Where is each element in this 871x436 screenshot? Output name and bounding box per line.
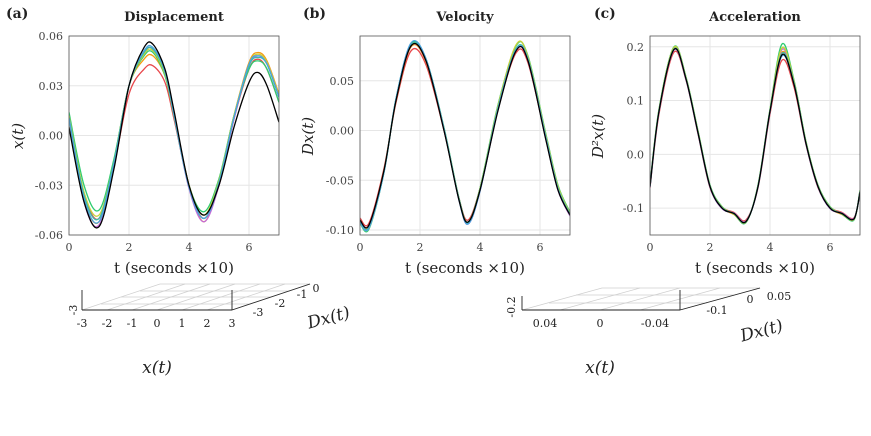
x-tick-label: 0 <box>154 317 161 330</box>
y-tick-label: 0.06 <box>39 30 64 43</box>
plot-area <box>649 35 861 236</box>
phase-x-label: x(t) <box>142 358 172 378</box>
series-line-red <box>360 47 570 227</box>
x-tick-label: 6 <box>537 241 544 254</box>
y-tick-label: -0.1 <box>706 304 727 317</box>
x-tick-label: -1 <box>127 317 138 330</box>
x-tick-labels: 0 2 4 6 <box>357 241 544 254</box>
y-tick-label: 0.05 <box>330 75 355 88</box>
y-tick-labels: -0.10 -0.05 0.00 0.05 <box>326 75 354 237</box>
panel-label: (a) <box>6 6 28 22</box>
series-lines <box>650 42 860 225</box>
x-axis-label: t (seconds ×10) <box>695 259 815 277</box>
series-line-black <box>650 47 860 224</box>
x-axis-label: t (seconds ×10) <box>405 259 525 277</box>
y-tick-label: 0.0 <box>627 148 645 161</box>
x-tick-labels: 0 2 4 6 <box>647 241 834 254</box>
x-tick-label: 0 <box>597 317 604 330</box>
panel-acceleration: (c) Acceleration -0.1 0.0 0.1 0.2 0 2 4 6 D²x(… <box>589 6 861 277</box>
chart-title: Velocity <box>435 10 494 25</box>
y-tick-label: 0.03 <box>39 80 64 93</box>
x-axis-label: t (seconds ×10) <box>114 259 234 277</box>
floor-gridline <box>559 287 641 311</box>
y-axis-label: x(t) <box>9 123 27 149</box>
y-tick-label: -0.03 <box>35 179 63 192</box>
y-tick-label: 0.00 <box>330 125 355 138</box>
x-tick-label: 0 <box>647 241 654 254</box>
y-tick-label: 0 <box>747 293 754 306</box>
series-line-yellow <box>360 40 570 232</box>
phase-plot-left: -3 -2 -1 0 1 2 3 -3 -2 -1 0 -3 x(t) Dx(t… <box>67 282 352 378</box>
gridlines <box>359 36 570 235</box>
phase-y-label: Dx(t) <box>737 316 785 347</box>
phase-y-label: Dx(t) <box>304 303 352 334</box>
chart-title: Acceleration <box>708 10 801 25</box>
phase-plot-right: 0.04 0 -0.04 -0.1 0 0.05 -0.2 x(t) Dx(t) <box>505 287 792 378</box>
y-tick-label: 0.1 <box>627 95 645 108</box>
y-tick-label: -0.1 <box>623 202 644 215</box>
plot-area <box>68 35 280 236</box>
y-tick-label: -0.06 <box>35 229 63 242</box>
series-line-black <box>360 42 570 229</box>
y-tick-label: -2 <box>275 297 286 310</box>
y-tick-labels: -0.1 0.0 0.1 0.2 <box>623 41 644 215</box>
z-tick-label: -3 <box>67 305 80 316</box>
y-tick-labels: -0.06 -0.03 0.00 0.03 0.06 <box>35 30 63 242</box>
x-tick-label: 0 <box>66 241 73 254</box>
y-axis-line <box>679 287 761 311</box>
z-tick-label: -0.2 <box>505 296 518 317</box>
x-tick-label: -2 <box>102 317 113 330</box>
y-tick-label: 0 <box>313 282 320 295</box>
series-line-teal <box>650 47 860 224</box>
series-line-green <box>360 40 570 233</box>
y-tick-label: -0.05 <box>326 174 354 187</box>
floor-gridline <box>599 287 681 311</box>
x-tick-label: 3 <box>229 317 236 330</box>
x-tick-label: 2 <box>204 317 211 330</box>
phase-x-label: x(t) <box>585 358 615 378</box>
x-tick-label: -0.04 <box>641 317 669 330</box>
y-tick-label: 0.05 <box>767 290 792 303</box>
y-tick-label: 0.00 <box>39 130 64 143</box>
x-tick-label: 2 <box>417 241 424 254</box>
series-line-purple <box>360 42 570 231</box>
x-tick-label: 2 <box>126 241 133 254</box>
y-tick-label: -1 <box>297 288 308 301</box>
y-axis-line <box>231 283 311 311</box>
panel-label: (c) <box>594 6 616 22</box>
series-line-black <box>69 41 279 229</box>
x-tick-label: 1 <box>179 317 186 330</box>
x-tick-labels: 0 2 4 6 <box>66 241 253 254</box>
plot-area <box>359 35 571 236</box>
series-line-blue <box>69 44 279 224</box>
x-tick-label: 0.04 <box>533 317 558 330</box>
series-line-red <box>69 58 279 221</box>
x-tick-label: 4 <box>477 241 484 254</box>
panel-displacement: (a) Displacement -0.06-0.030.000.030.06 … <box>6 6 280 277</box>
y-tick-label: -0.10 <box>326 224 354 237</box>
x-tick-label: 4 <box>186 241 193 254</box>
x-tick-label: 4 <box>767 241 774 254</box>
series-lines <box>69 41 279 229</box>
x-tick-label: 0 <box>357 241 364 254</box>
y-tick-label: 0.2 <box>627 41 645 54</box>
x-tick-label: 2 <box>707 241 714 254</box>
series-line-blue <box>360 40 570 232</box>
x-tick-label: 6 <box>246 241 253 254</box>
x-tick-label: 6 <box>827 241 834 254</box>
y-tick-label: -3 <box>253 306 264 319</box>
y-axis-label: D²x(t) <box>589 114 607 159</box>
series-line-orange <box>69 51 279 224</box>
panel-label: (b) <box>303 6 326 22</box>
chart-title: Displacement <box>124 10 224 25</box>
x-tick-label: -3 <box>77 317 88 330</box>
series-line-teal <box>360 41 570 231</box>
series-lines <box>360 40 570 233</box>
panel-velocity: (b) Velocity -0.10 -0.05 0.00 0.05 0 2 4 6 Dx(… <box>299 6 571 277</box>
series-line-orange <box>360 44 570 230</box>
y-axis-label: Dx(t) <box>299 117 317 156</box>
